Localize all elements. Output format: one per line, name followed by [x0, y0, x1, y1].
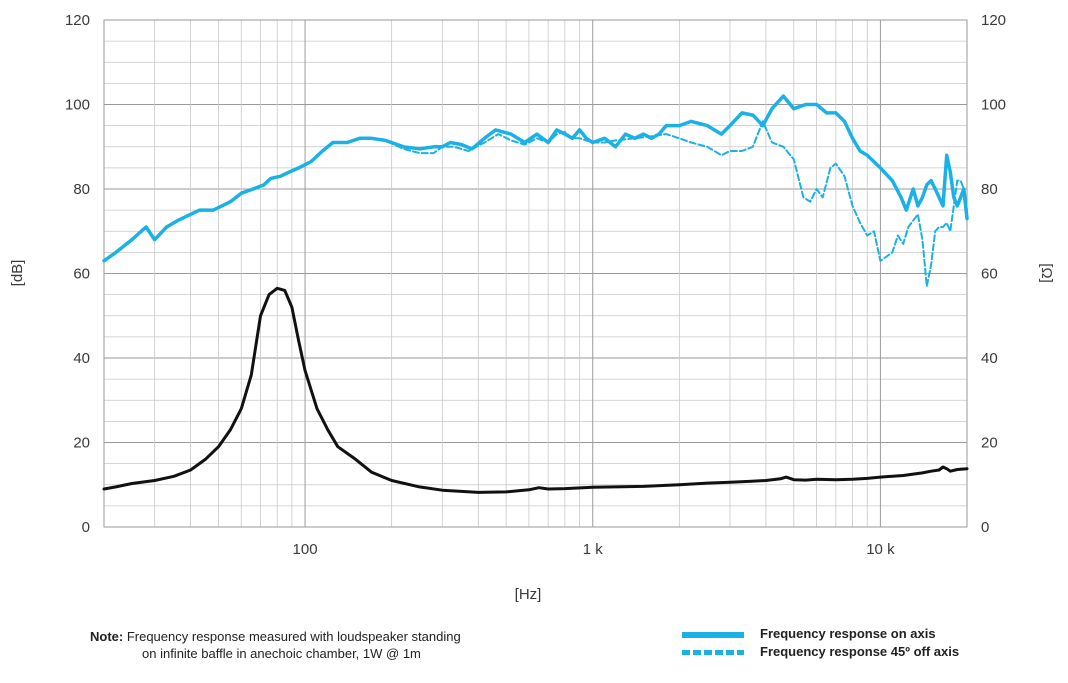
grid [103, 19, 968, 528]
legend-label-off-axis: Frequency response 45º off axis [760, 644, 960, 659]
y-tick-label-right: 120 [981, 12, 1006, 29]
x-axis-label: [Hz] [515, 586, 542, 603]
note-label: Note: [90, 629, 124, 644]
note-line-2: on infinite baffle in anechoic chamber, … [142, 646, 421, 661]
y-tick-label-left: 0 [82, 519, 90, 536]
series-line-2 [102, 286, 969, 494]
y-tick-label-left: 100 [65, 97, 90, 114]
y-tick-label-left: 20 [73, 435, 90, 452]
y-tick-label-left: 40 [73, 350, 90, 367]
y-tick-label-right: 40 [981, 350, 998, 367]
x-tick-label: 10 k [866, 541, 895, 558]
legend-swatch-solid [682, 632, 744, 638]
x-tick-label: 100 [293, 541, 318, 558]
y-tick-label-left: 120 [65, 12, 90, 29]
series-lines [102, 94, 969, 494]
y-tick-label-right: 20 [981, 435, 998, 452]
y-tick-label-left: 60 [73, 266, 90, 283]
y-tick-label-left: 80 [73, 181, 90, 198]
legend-swatch-dashed [682, 650, 744, 655]
y-axis-label-left: [dB] [9, 260, 26, 287]
plot-border [103, 19, 968, 528]
series-line-0 [102, 94, 969, 263]
tick-labels: 0 0 20 20 40 40 60 60 80 80 100 100 120 120 100 1 k 10 k [65, 12, 1006, 558]
x-tick-label: 1 k [583, 541, 604, 558]
note-line-1: Frequency response measured with loudspe… [123, 629, 461, 644]
y-tick-label-right: 100 [981, 97, 1006, 114]
y-axis-label-right: [Ω] [1038, 263, 1055, 283]
y-tick-label-right: 0 [981, 519, 989, 536]
legend-label-on-axis: Frequency response on axis [760, 626, 936, 641]
y-tick-label-right: 80 [981, 181, 998, 198]
y-tick-label-right: 60 [981, 266, 998, 283]
note: Note: Frequency response measured with l… [90, 628, 461, 662]
